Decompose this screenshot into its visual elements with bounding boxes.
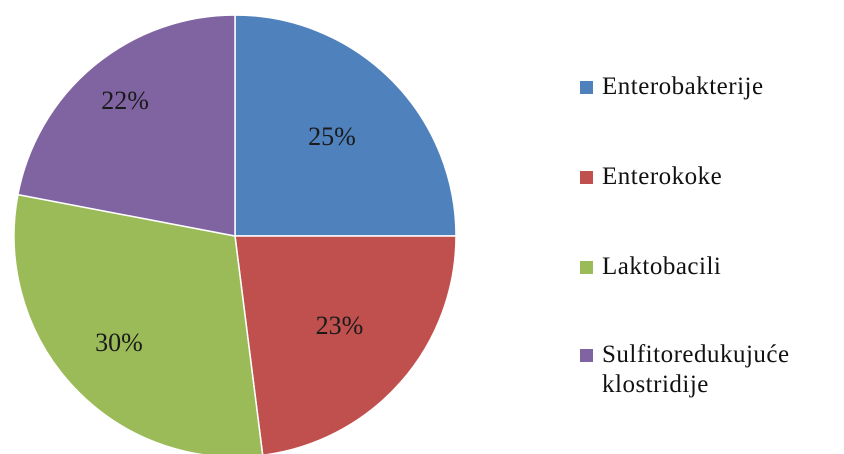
pie-slice-sulfitoredukujuce-klostridije (17, 14, 236, 237)
pie-slices (13, 14, 457, 454)
legend-label: Laktobacili (602, 253, 722, 280)
data-label-sulfitoredukujuce-klostridije: 22% (101, 86, 149, 115)
legend-label: Sulfitoredukujuće klostridije (602, 341, 790, 398)
legend-swatch-sulfitoredukujuce-klostridije (580, 349, 593, 362)
pie-slice-enterokoke (234, 235, 457, 454)
pie-slice-enterobakterije (234, 14, 457, 237)
legend-item-laktobacili: Laktobacili (580, 252, 844, 282)
legend-label: Enterokoke (602, 163, 723, 190)
data-label-laktobacili: 30% (95, 328, 143, 357)
legend-swatch-enterobakterije (580, 81, 593, 94)
legend-item-enterokoke: Enterokoke (580, 162, 844, 192)
data-label-enterobakterije: 25% (308, 122, 356, 151)
legend-item-enterobakterije: Enterobakterije (580, 72, 844, 102)
legend-swatch-laktobacili (580, 261, 593, 274)
data-label-enterokoke: 23% (316, 311, 364, 340)
pie-slice-laktobacili (13, 193, 264, 454)
pie-data-labels: 25% 23% 30% 22% (95, 86, 363, 357)
legend-label: Enterobakterije (602, 73, 764, 100)
legend-swatch-enterokoke (580, 171, 593, 184)
legend-item-sulfitoredukujuce-klostridije: Sulfitoredukujuće klostridije (580, 340, 844, 400)
